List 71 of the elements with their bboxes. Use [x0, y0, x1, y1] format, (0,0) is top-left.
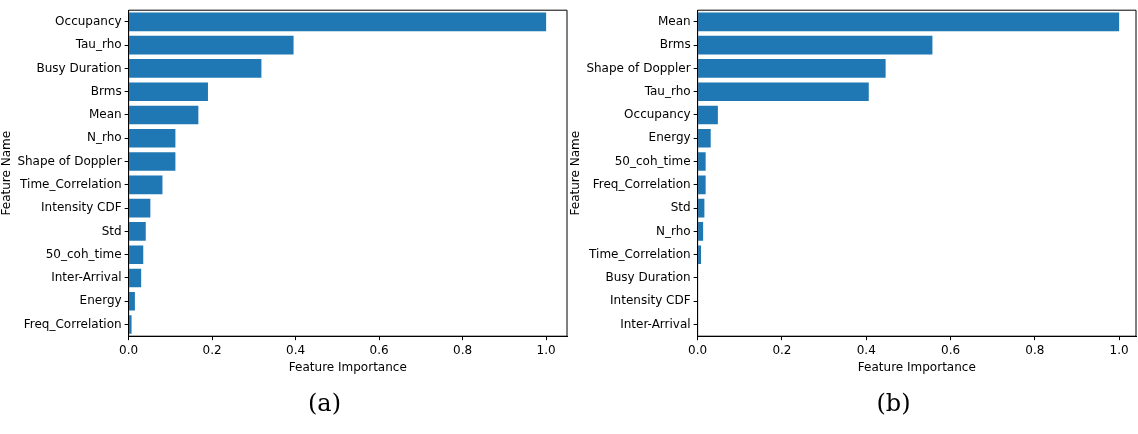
y-tick-label: Time_Correlation [588, 246, 691, 261]
y-tick-label: Inter-Arrival [620, 316, 691, 331]
bar [698, 59, 886, 78]
y-tick-label: N_rho [86, 130, 122, 145]
y-tick-label: Brms [659, 37, 691, 52]
y-tick-label: Intensity CDF [41, 200, 122, 215]
text: (a) [306, 389, 342, 417]
bar [698, 175, 706, 195]
bar [129, 105, 199, 125]
y-tick-label: N_rho [655, 223, 691, 238]
y-axis-title: Feature Name [568, 130, 583, 216]
x-tick-label: 0.0 [119, 342, 139, 357]
bar [129, 12, 547, 32]
bar [129, 198, 151, 218]
x-tick-label: 0.4 [856, 342, 876, 357]
y-tick-label: 50_coh_time [614, 153, 691, 168]
y-tick-label: Occupancy [55, 13, 122, 28]
bar [129, 59, 262, 78]
y-tick-label: Freq_Correlation [23, 316, 122, 331]
x-tick-label: 0.8 [453, 342, 473, 357]
bar [129, 268, 142, 288]
y-tick-label: Std [670, 200, 691, 215]
x-tick-label: 0.2 [772, 342, 792, 357]
bar [129, 35, 294, 55]
y-tick-label: Energy [79, 293, 122, 308]
y-tick-label: Mean [657, 13, 691, 28]
y-tick-label: Busy Duration [36, 60, 122, 75]
y-tick-label: Shape of Doppler [17, 153, 122, 168]
y-tick-label: Tau_rho [74, 37, 122, 52]
y-tick-label: 50_coh_time [45, 246, 122, 261]
x-tick-label: 1.0 [536, 342, 556, 357]
y-tick-label: Energy [648, 130, 691, 145]
text: (b) [875, 389, 911, 417]
bar [698, 152, 706, 171]
x-tick-label: 0.6 [369, 342, 389, 357]
bar [698, 12, 1120, 32]
x-tick-label: 0.0 [688, 342, 708, 357]
bar [698, 128, 711, 148]
y-tick-label: Brms [90, 83, 122, 98]
x-tick-label: 1.0 [1109, 342, 1129, 357]
bar [129, 245, 144, 265]
bar [129, 175, 163, 195]
y-tick-label: Inter-Arrival [51, 270, 122, 285]
x-tick-label: 0.4 [286, 342, 306, 357]
bar [129, 128, 176, 148]
bar [129, 82, 208, 102]
y-tick-label: Shape of Doppler [586, 60, 691, 75]
bar [698, 82, 869, 102]
bar [129, 315, 132, 334]
y-tick-label: Std [101, 223, 122, 238]
bar [129, 152, 176, 171]
y-tick-label: Intensity CDF [610, 293, 691, 308]
y-axis-title: Feature Name [0, 130, 14, 216]
bar [129, 291, 135, 311]
bar [698, 198, 705, 218]
bar [698, 245, 702, 265]
x-axis-title: Feature Importance [288, 359, 407, 374]
y-tick-label: Tau_rho [643, 83, 691, 98]
x-tick-label: 0.2 [202, 342, 222, 357]
bar [698, 222, 704, 241]
y-tick-label: Mean [88, 107, 122, 122]
y-tick-label: Freq_Correlation [592, 176, 691, 191]
y-tick-label: Time_Correlation [19, 176, 122, 191]
x-tick-label: 0.8 [1025, 342, 1045, 357]
y-tick-label: Busy Duration [605, 270, 691, 285]
x-axis-title: Feature Importance [857, 359, 976, 374]
x-tick-label: 0.6 [940, 342, 961, 357]
y-tick-label: Occupancy [624, 107, 691, 122]
bar [698, 35, 933, 55]
bar [698, 105, 718, 125]
bar [129, 222, 146, 241]
